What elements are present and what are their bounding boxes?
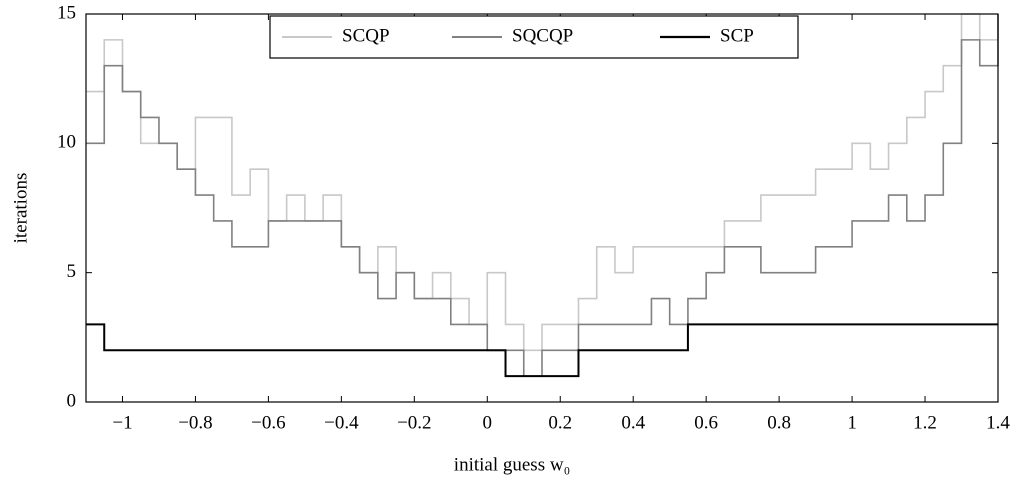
x-tick-label: 1.2 bbox=[913, 412, 937, 433]
x-tick-label: −0.6 bbox=[251, 412, 285, 433]
x-tick-label: 0.2 bbox=[548, 412, 572, 433]
x-tick-label: −0.2 bbox=[397, 412, 431, 433]
legend-label: SCP bbox=[720, 25, 754, 46]
series-line bbox=[86, 14, 999, 377]
legend-label: SCQP bbox=[342, 25, 390, 46]
x-tick-label: 0.8 bbox=[767, 412, 791, 433]
x-axis-label: initial guess w₀ bbox=[454, 454, 570, 475]
x-tick-label: 0.6 bbox=[694, 412, 718, 433]
series-line bbox=[86, 323, 998, 378]
x-tick-label: −0.8 bbox=[178, 412, 212, 433]
y-tick-label: 5 bbox=[67, 261, 77, 282]
x-tick-label: −0.4 bbox=[324, 412, 359, 433]
legend: SCQP SQCQP SCP bbox=[269, 15, 799, 59]
x-tick-label: 1.4 bbox=[986, 412, 1010, 433]
legend-label: SQCQP bbox=[512, 25, 573, 46]
y-axis-label: iterations bbox=[10, 173, 31, 244]
x-tick-label: 1 bbox=[847, 412, 857, 433]
x-tick-label: 0.4 bbox=[621, 412, 645, 433]
y-tick-label: 0 bbox=[67, 390, 77, 411]
x-tick-label: −1 bbox=[112, 412, 132, 433]
x-tick-label: 0 bbox=[483, 412, 493, 433]
series-line bbox=[86, 13, 999, 352]
y-tick-label: 10 bbox=[57, 132, 76, 153]
y-tick-label: 15 bbox=[57, 2, 76, 23]
plot-frame bbox=[85, 13, 999, 403]
